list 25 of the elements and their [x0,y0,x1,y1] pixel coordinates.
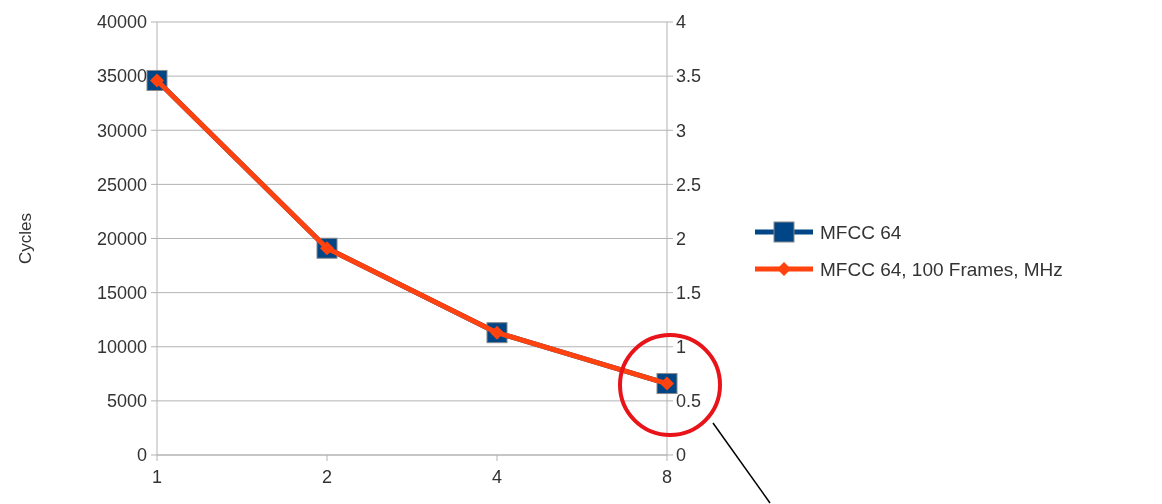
legend-label: MFCC 64 [820,221,902,243]
x-tick-label: 1 [151,467,163,487]
y2-tick-label: 2.5 [676,174,702,195]
x-tick-label: 8 [661,467,673,487]
y-tick-label: 10000 [96,337,147,358]
y-tick-label: 5000 [106,391,147,412]
y2-tick-label: 3.5 [676,66,702,87]
y-axis-title: Cycles [16,212,35,265]
x-tick-label: 2 [321,467,333,487]
y2-tick-label: 4 [676,12,687,33]
y-tick-label: 20000 [96,228,147,249]
y-tick-label: 25000 [96,174,147,195]
legend-label: MFCC 64, 100 Frames, MHz [820,258,1063,280]
y-tick-label: 40000 [96,12,147,33]
y2-tick-label: 2 [676,228,687,249]
y2-tick-label: 1.5 [676,282,702,303]
y-tick-label: 30000 [96,120,147,141]
y2-tick-label: 0.5 [676,391,702,412]
y2-tick-label: 3 [676,120,687,141]
y2-tick-label: 0 [676,445,687,466]
y-tick-label: 15000 [96,282,147,303]
y2-tick-label: 1 [676,337,687,358]
y-tick-label: 0 [136,445,147,466]
y-tick-label: 35000 [96,66,147,87]
x-tick-label: 4 [491,467,503,487]
